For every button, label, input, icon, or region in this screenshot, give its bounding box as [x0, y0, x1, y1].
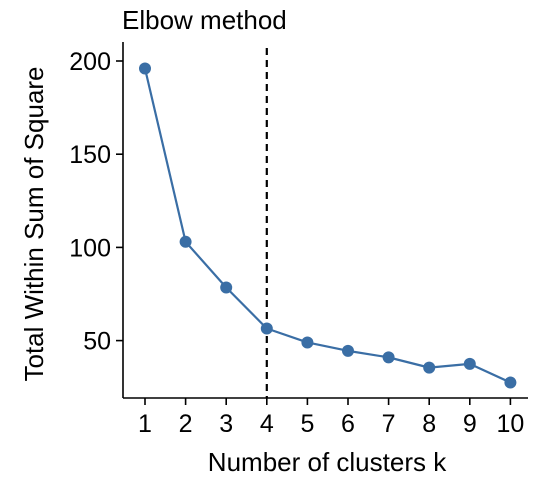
axes: [122, 42, 528, 399]
data-point: [139, 62, 151, 75]
series-line: [143, 68, 511, 384]
x-tick-label: 8: [422, 410, 436, 438]
data-point: [342, 344, 354, 357]
x-tick-label: 10: [496, 410, 524, 438]
x-axis-title: Number of clusters k: [208, 447, 447, 477]
y-tick-label: 100: [69, 234, 111, 262]
y-axis-title: Total Within Sum of Square: [19, 66, 49, 381]
x-tick-label: 5: [300, 410, 314, 438]
data-point: [220, 281, 233, 294]
data-point: [301, 336, 314, 349]
y-tick-label: 200: [69, 48, 111, 76]
y-tick-label: 150: [69, 141, 111, 169]
chart-title: Elbow method: [122, 5, 287, 35]
data-point: [423, 361, 436, 374]
y-tick-label: 50: [83, 328, 111, 356]
data-point: [463, 357, 476, 370]
x-tick-label: 2: [179, 410, 193, 438]
data-point: [260, 322, 273, 335]
data-point: [179, 235, 192, 248]
x-tick-label: 6: [341, 410, 355, 438]
data-point: [382, 351, 395, 364]
series-group: [139, 62, 517, 389]
x-tick-label: 9: [463, 410, 477, 438]
x-tick-label: 3: [219, 410, 233, 438]
y-ticks: 50 100 150 200: [69, 48, 123, 356]
x-tick-label: 4: [260, 410, 274, 438]
data-point: [504, 376, 517, 389]
x-tick-label: 1: [138, 410, 152, 438]
x-ticks: 1 2 3 4 5 6 7 8 9 10: [138, 398, 524, 438]
x-tick-label: 7: [382, 410, 396, 438]
